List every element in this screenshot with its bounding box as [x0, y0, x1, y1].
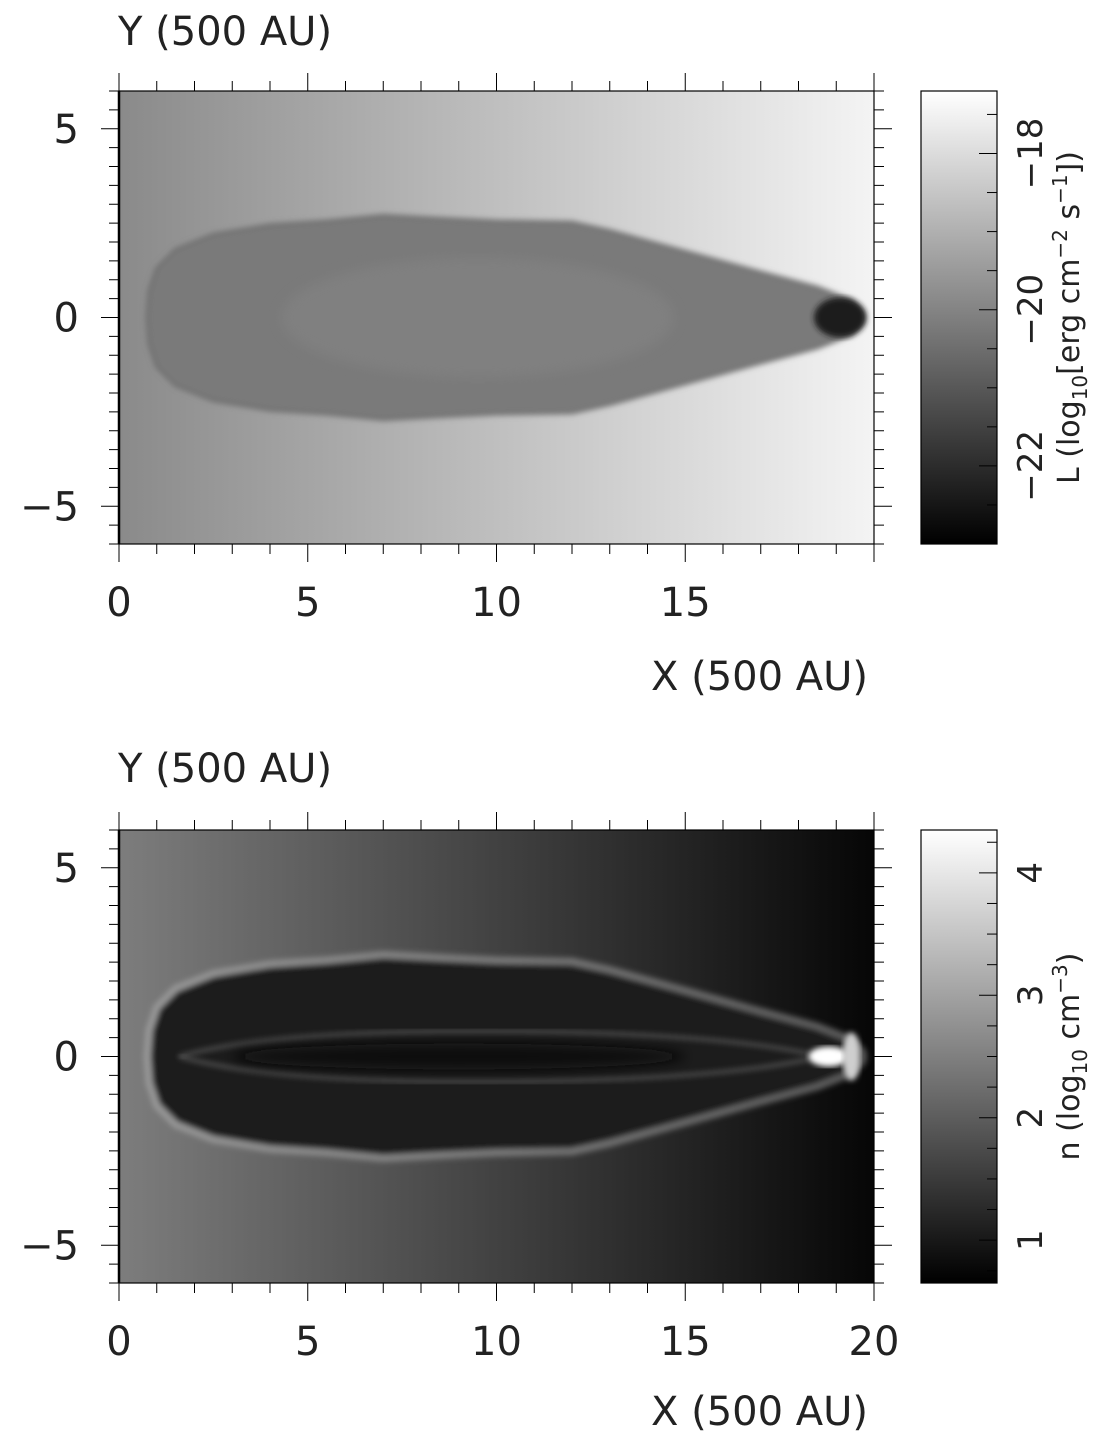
colorbar-tick-label: 4	[1011, 862, 1051, 884]
jet-axis	[232, 1043, 686, 1070]
y-tick-label: 0	[54, 296, 79, 342]
colorbar-label-close: )	[1052, 953, 1087, 965]
x-tick-label: 10	[471, 580, 522, 626]
colorbar-label: n (log10 cm−3)	[1048, 953, 1092, 1161]
x-tick-label: 15	[660, 1319, 711, 1365]
x-axis-label: X (500 AU)	[651, 654, 868, 700]
y-axis-label: Y (500 AU)	[117, 746, 332, 792]
density-map	[119, 830, 874, 1283]
x-tick-label: 20	[849, 1319, 900, 1365]
bow-shock	[842, 1032, 861, 1081]
colorbar-label-subscript: 10	[1068, 375, 1092, 400]
colorbar-label-close: ])	[1052, 151, 1087, 174]
colorbar-scale	[920, 829, 998, 1284]
y-axis-label: Y (500 AU)	[117, 9, 332, 55]
luminosity-panel: Y (500 AU) 0 5 10 15 −5 0 5 X (500 AU) −22 −20 −…	[20, 9, 1092, 700]
colorbar-label-unit: [erg cm	[1052, 259, 1087, 375]
axes-frame: 0 5 10 15 20 −5 0 5	[20, 812, 899, 1365]
jet-streak	[178, 1029, 822, 1058]
x-tick-label: 5	[295, 1319, 320, 1365]
jet-tip	[808, 1046, 849, 1067]
x-tick-label: 5	[295, 580, 320, 626]
colorbar-label-main: L (log	[1052, 400, 1087, 484]
colorbar-label-unit-2: s	[1052, 204, 1087, 229]
colorbar-tick-label: −22	[1011, 430, 1051, 502]
axes-frame: 0 5 10 15 −5 0 5	[20, 73, 892, 626]
colorbar-label-exponent: −3	[1048, 964, 1072, 993]
y-tick-label: −5	[20, 484, 79, 530]
density-panel: Y (500 AU) 0 5 10 15 20 −5 0 5 X (500 AU) 1 2 3 4 n…	[20, 746, 1092, 1435]
colorbar-tick-label: 1	[1011, 1229, 1051, 1251]
density-colorbar: 1 2 3 4 n (log10 cm−3)	[920, 829, 1092, 1284]
colorbar-label-exponent-2: −1	[1048, 174, 1072, 203]
y-tick-label: −5	[20, 1223, 79, 1269]
colorbar-label-subscript: 10	[1068, 1049, 1092, 1074]
y-tick-label: 5	[54, 107, 79, 153]
colorbar-tick-label: 2	[1011, 1107, 1051, 1129]
luminosity-map	[119, 91, 874, 544]
x-tick-label: 15	[660, 580, 711, 626]
jet-streak	[178, 1055, 822, 1084]
luminosity-colorbar: −22−20−18L (log10[erg cm−2 s−1])	[920, 90, 1092, 545]
x-tick-label: 0	[106, 580, 131, 626]
cocoon-core	[281, 257, 674, 378]
x-tick-label: 10	[471, 1319, 522, 1365]
colorbar-tick-label: −20	[1011, 274, 1051, 346]
jet-tip	[814, 297, 867, 338]
colorbar-label-unit: cm	[1052, 994, 1087, 1049]
colorbar-label-main: n (log	[1052, 1074, 1087, 1160]
colorbar-label: L (log10[erg cm−2 s−1])	[1048, 151, 1092, 484]
x-axis-label: X (500 AU)	[651, 1389, 868, 1435]
colorbar-label-exponent: −2	[1048, 229, 1072, 258]
colorbar-tick-label: −18	[1011, 118, 1051, 190]
y-tick-label: 0	[54, 1035, 79, 1081]
colorbar-tick-label: 3	[1011, 984, 1051, 1006]
x-tick-label: 0	[106, 1319, 131, 1365]
y-tick-label: 5	[54, 846, 79, 892]
colorbar-scale	[920, 90, 998, 545]
